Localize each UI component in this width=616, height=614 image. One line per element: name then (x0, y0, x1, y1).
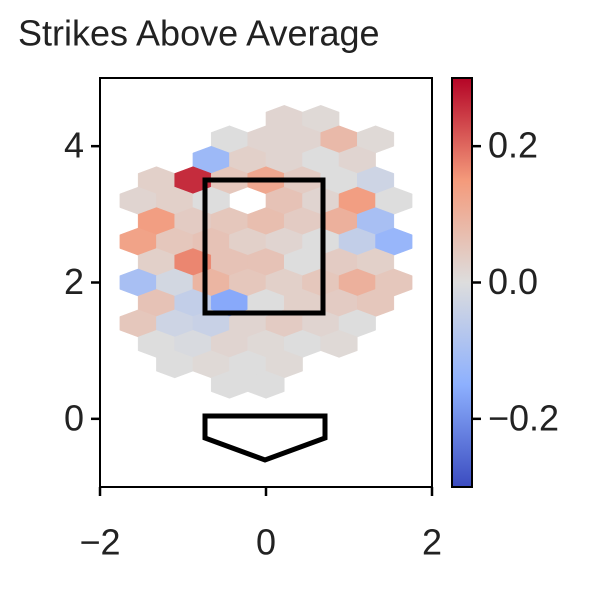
chart-title: Strikes Above Average (18, 13, 380, 54)
x-tick-label: −2 (79, 522, 120, 563)
colorbar (451, 77, 473, 488)
colorbar-tick-label: −0.2 (488, 397, 559, 438)
hexbin-cells (119, 105, 413, 399)
x-tick-label: 2 (422, 522, 442, 563)
home-plate (202, 413, 328, 463)
hex-cell (320, 329, 358, 358)
x-tick-label: 0 (256, 522, 276, 563)
y-tick-label: 2 (64, 261, 84, 302)
y-tick-label: 0 (64, 397, 84, 438)
colorbar-tick-label: 0.0 (488, 261, 538, 302)
colorbar-tick-label: 0.2 (488, 125, 538, 166)
hex-cell (247, 370, 285, 399)
y-tick-label: 4 (64, 125, 84, 166)
strike-zone (202, 177, 326, 316)
